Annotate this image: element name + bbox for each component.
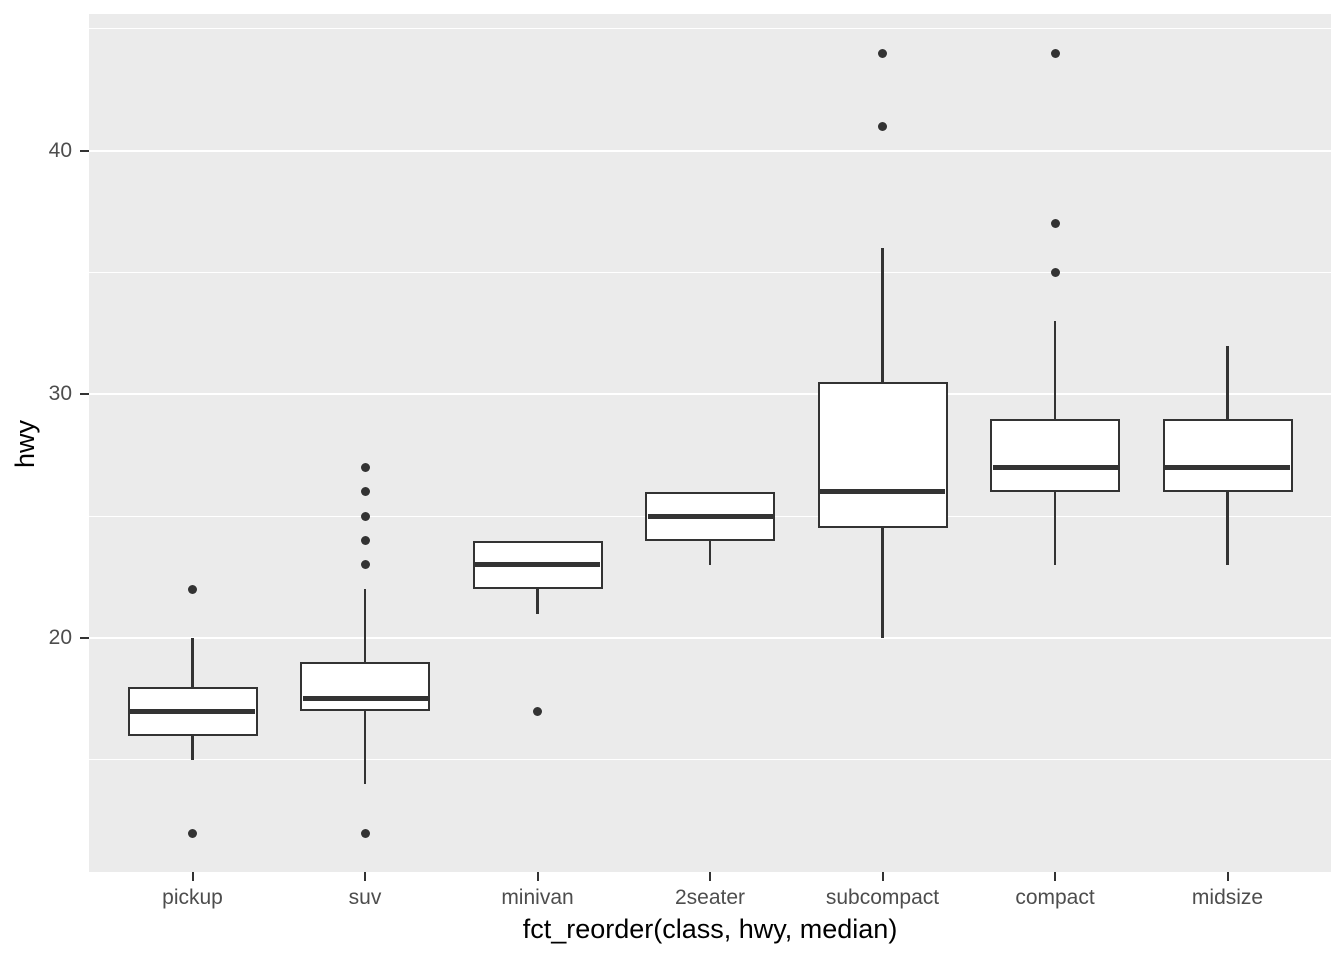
x-tick-mark (881, 872, 884, 881)
outlier-point (878, 48, 887, 58)
gridline-minor (89, 759, 1331, 761)
y-axis-title: hwy (10, 420, 40, 469)
outlier-point (360, 560, 370, 570)
outlier-point (360, 511, 370, 521)
boxplot-lower-whisker (191, 735, 194, 760)
outlier-point (1050, 219, 1060, 229)
boxplot-upper-whisker (363, 589, 367, 663)
boxplot-lower-whisker (881, 528, 884, 638)
y-tick-label: 20 (48, 626, 72, 649)
outlier-point (1050, 267, 1060, 277)
boxplot-box (817, 382, 948, 529)
y-tick-label: 30 (48, 382, 72, 406)
gridline-major (89, 149, 1331, 152)
x-tick-mark (1226, 872, 1229, 881)
boxplot-lower-whisker (536, 589, 539, 614)
x-axis-title: fct_reorder(class, hwy, median) (522, 914, 898, 944)
y-tick-mark (80, 149, 89, 152)
outlier-point (360, 536, 370, 545)
boxplot-lower-whisker (708, 540, 712, 565)
outlier-point (360, 487, 370, 497)
boxplot-upper-whisker (1226, 345, 1229, 419)
boxplot-box (300, 662, 430, 712)
gridline-major (89, 393, 1331, 396)
boxplot-box (1162, 418, 1293, 492)
outlier-point (188, 828, 197, 838)
x-tick-label: pickup (162, 886, 223, 909)
x-tick-mark (536, 872, 539, 881)
boxplot-median-line (130, 708, 255, 714)
gridline-minor (89, 271, 1331, 273)
outlier-point (360, 462, 370, 472)
x-tick-label: midsize (1191, 886, 1264, 909)
boxplot-upper-whisker (881, 248, 884, 383)
outlier-point (1050, 48, 1060, 58)
plot-panel (89, 14, 1331, 872)
x-tick-label: subcompact (825, 886, 940, 909)
y-tick-label: 40 (48, 138, 72, 162)
y-tick-mark (80, 393, 89, 396)
x-tick-label: suv (348, 886, 382, 909)
outlier-point (188, 584, 197, 594)
gridline-minor (89, 28, 1331, 30)
x-tick-mark (709, 872, 711, 881)
boxplot-upper-whisker (191, 638, 194, 687)
boxplot-lower-whisker (1226, 491, 1229, 565)
outlier-point (533, 706, 542, 716)
gridline-major (89, 637, 1331, 639)
x-tick-label: 2seater (674, 886, 746, 909)
boxplot-upper-whisker (1053, 321, 1057, 419)
boxplot-median-line (1165, 464, 1290, 470)
boxplot-median-line (820, 489, 945, 495)
outlier-point (878, 121, 887, 131)
boxplot-median-line (992, 464, 1118, 470)
x-tick-mark (364, 872, 366, 881)
y-tick-mark (80, 637, 89, 639)
outlier-point (360, 828, 370, 838)
boxplot-lower-whisker (363, 711, 367, 785)
x-tick-label: minivan (501, 886, 574, 909)
boxplot-box (990, 418, 1120, 492)
x-tick-mark (1054, 872, 1056, 881)
x-tick-label: compact (1015, 886, 1095, 909)
boxplot-median-line (647, 513, 773, 519)
boxplot-median-line (302, 696, 428, 702)
boxplot-median-line (475, 562, 600, 568)
x-tick-mark (191, 872, 194, 881)
boxplot-lower-whisker (1053, 491, 1057, 565)
